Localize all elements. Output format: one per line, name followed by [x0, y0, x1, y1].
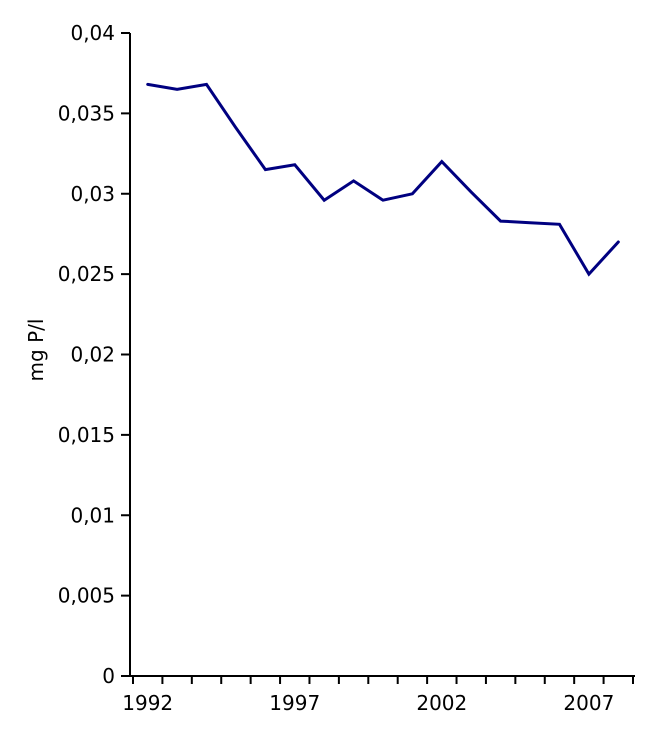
y-axis-tick-label: 0,005 — [58, 584, 115, 608]
x-axis-tick-label: 1992 — [122, 691, 173, 715]
y-axis-tick-label: 0,02 — [70, 343, 115, 367]
y-axis-tick-label: 0,01 — [70, 503, 115, 527]
x-axis-tick-label: 2002 — [416, 691, 467, 715]
x-axis-tick-label: 1997 — [269, 691, 320, 715]
data-series-line — [146, 82, 620, 277]
y-axis-tick-label: 0,015 — [58, 423, 115, 447]
y-axis-tick-label: 0,03 — [70, 182, 115, 206]
y-axis-tick-label: 0,025 — [58, 262, 115, 286]
y-axis-tick-label: 0,04 — [70, 21, 115, 45]
y-axis-tick-label: 0,035 — [58, 101, 115, 125]
x-axis-tick-label: 2007 — [563, 691, 614, 715]
y-axis-tick-label: 0 — [102, 664, 115, 688]
